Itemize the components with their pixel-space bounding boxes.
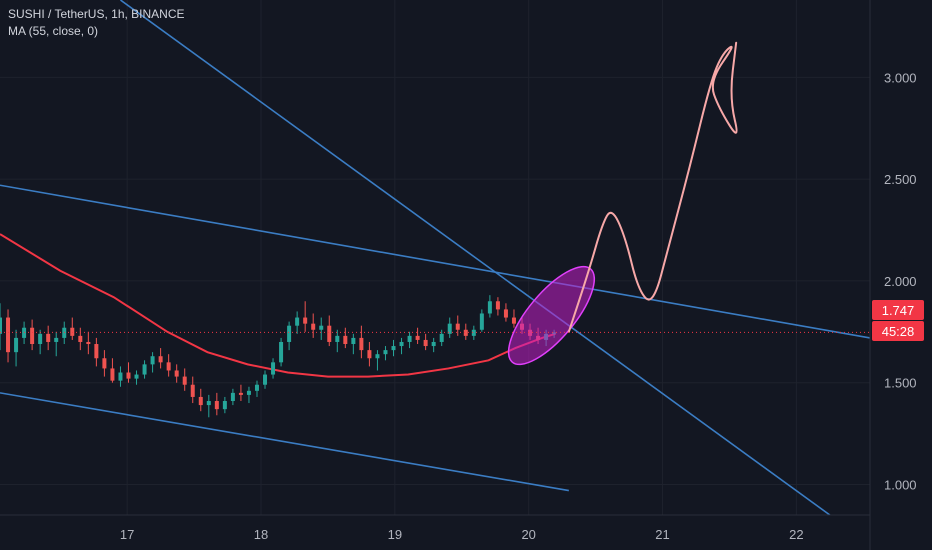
candle-body (471, 329, 476, 336)
candle-body (38, 333, 43, 345)
grid-lines (0, 0, 870, 515)
candle-body (214, 401, 219, 410)
candle-body (254, 384, 259, 391)
trendline (119, 0, 831, 516)
candle-body (303, 317, 308, 324)
x-tick-label: 20 (521, 527, 535, 542)
candle-body (479, 313, 484, 330)
candle-body (359, 337, 364, 351)
y-tick-label: 1.500 (884, 376, 917, 391)
moving-average-line (0, 233, 556, 378)
candle-body (0, 317, 2, 334)
candle-body (174, 370, 179, 377)
candle-body (246, 390, 251, 395)
projection-path (567, 41, 738, 333)
candle-body (327, 325, 332, 342)
candle-body (6, 317, 11, 353)
y-tick-label: 3.000 (884, 70, 917, 85)
candle-body (391, 346, 396, 351)
projection-layer (507, 41, 738, 366)
candle-body (86, 341, 91, 345)
x-tick-label: 18 (254, 527, 268, 542)
candle-body (142, 364, 147, 375)
trendline (0, 184, 871, 339)
x-tick-label: 19 (388, 527, 402, 542)
candle-body (407, 335, 412, 342)
candle-body (94, 344, 99, 359)
chart-legend[interactable]: SUSHI / TetherUS, 1h, BINANCE MA (55, cl… (8, 6, 185, 40)
candle-body (455, 323, 460, 330)
candle-body (431, 341, 436, 347)
candle-body (287, 325, 292, 342)
candle-body (238, 392, 243, 395)
trendline (0, 392, 569, 492)
candle-body (271, 362, 276, 375)
candle-body (439, 333, 444, 342)
candle-body (375, 354, 380, 359)
countdown-label-box (872, 321, 924, 341)
candle-body (367, 350, 372, 359)
candle-body (206, 401, 211, 406)
symbol-title[interactable]: SUSHI / TetherUS, 1h, BINANCE (8, 7, 185, 21)
price-badge: 1.747 45:28 (872, 300, 924, 341)
candle-body (46, 333, 51, 342)
x-tick-label: 21 (655, 527, 669, 542)
price-label-box (872, 300, 924, 320)
candle-body (463, 329, 468, 336)
candle-body (118, 372, 123, 381)
candle-body (399, 341, 404, 347)
time-axis[interactable]: 17 18 19 20 21 22 (0, 514, 870, 542)
candle-body (54, 337, 59, 342)
price-label: 1.747 (882, 303, 915, 318)
candle-body (166, 362, 171, 371)
candle-body (158, 356, 163, 363)
indicator-title[interactable]: MA (55, close, 0) (8, 24, 99, 38)
price-axis[interactable]: 1.000 1.500 2.000 2.500 3.000 (869, 0, 917, 550)
candle-body (126, 372, 131, 379)
candle-body (30, 327, 35, 345)
candle-body (14, 337, 19, 353)
candle-body (343, 335, 348, 345)
y-tick-label: 2.500 (884, 172, 917, 187)
x-tick-label: 17 (120, 527, 134, 542)
moving-average-layer (0, 233, 556, 378)
candle-body (190, 384, 195, 397)
candle-body (495, 301, 500, 310)
y-tick-label: 2.000 (884, 274, 917, 289)
candle-body (134, 374, 139, 379)
candle-body (415, 335, 420, 340)
candle-body (319, 325, 324, 330)
candle-body (263, 374, 268, 385)
y-tick-label: 1.000 (884, 477, 917, 492)
candle-body (110, 368, 115, 381)
candle-body (279, 341, 284, 363)
candle-body (447, 323, 452, 334)
candle-body (182, 376, 187, 385)
candle-body (503, 309, 508, 318)
candle-body (423, 339, 428, 347)
candle-body (311, 323, 316, 330)
candle-body (511, 317, 516, 324)
candle-body (487, 301, 492, 314)
candle-body (222, 401, 227, 410)
candle-body (383, 350, 388, 355)
candle-body (198, 396, 203, 406)
countdown-label: 45:28 (882, 324, 915, 339)
candle-body (70, 327, 75, 336)
candle-body (230, 392, 235, 402)
candle-body (78, 335, 83, 342)
x-tick-label: 22 (789, 527, 803, 542)
candle-body (150, 356, 155, 365)
candle-body (295, 317, 300, 326)
trendlines (0, 0, 871, 516)
candle-body (102, 358, 107, 369)
candle-body (335, 335, 340, 342)
candle-body (351, 337, 356, 345)
